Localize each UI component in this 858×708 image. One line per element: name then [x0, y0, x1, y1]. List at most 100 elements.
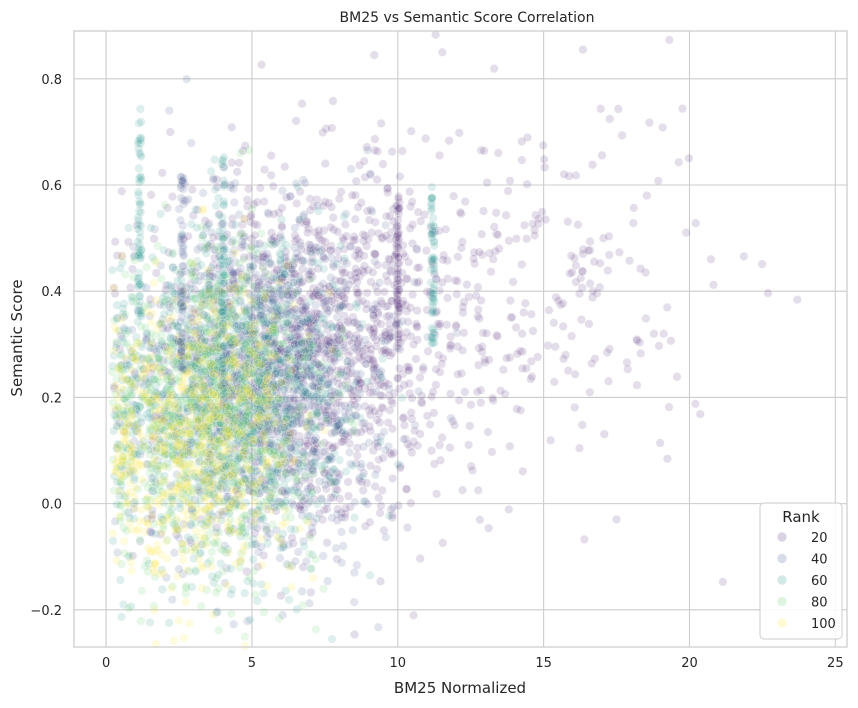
data-point	[520, 221, 528, 229]
data-point	[287, 382, 295, 390]
data-point	[411, 421, 419, 429]
data-point	[306, 533, 314, 541]
data-point	[454, 370, 462, 378]
data-point	[312, 422, 320, 430]
data-point	[469, 255, 477, 263]
data-point	[340, 212, 348, 220]
data-point	[479, 207, 487, 215]
data-point	[232, 313, 240, 321]
data-point	[603, 348, 611, 356]
data-point	[337, 528, 345, 536]
data-point	[245, 146, 253, 154]
data-point	[293, 199, 301, 207]
data-point	[598, 151, 606, 159]
data-point	[663, 303, 671, 311]
data-point	[145, 379, 153, 387]
data-point	[306, 195, 314, 203]
data-point	[187, 220, 195, 228]
data-point	[360, 497, 368, 505]
data-point	[163, 295, 171, 303]
data-point	[416, 554, 424, 562]
data-point	[363, 146, 371, 154]
data-point	[385, 385, 393, 393]
data-point	[307, 249, 315, 257]
data-point	[165, 619, 173, 627]
data-point	[228, 123, 236, 131]
data-point	[124, 224, 132, 232]
data-point	[315, 477, 323, 485]
data-point	[328, 514, 336, 522]
data-point	[340, 254, 348, 262]
data-point	[264, 209, 272, 217]
data-point	[296, 215, 304, 223]
data-point	[346, 403, 354, 411]
data-point	[126, 283, 134, 291]
data-point	[402, 485, 410, 493]
data-point	[314, 369, 322, 377]
data-point	[506, 177, 514, 185]
data-point	[121, 270, 129, 278]
data-point	[585, 320, 593, 328]
data-point	[338, 559, 346, 567]
data-point	[267, 171, 275, 179]
data-point	[633, 381, 641, 389]
data-point	[550, 378, 558, 386]
data-point	[408, 221, 416, 229]
data-point	[422, 246, 430, 254]
data-point	[623, 358, 631, 366]
data-point	[136, 105, 144, 113]
data-point	[368, 207, 376, 215]
data-point	[170, 549, 178, 557]
data-point	[315, 288, 323, 296]
data-point	[241, 589, 249, 597]
data-point	[247, 243, 255, 251]
data-point	[120, 549, 128, 557]
data-point	[472, 292, 480, 300]
data-point	[564, 367, 572, 375]
data-point	[518, 156, 526, 164]
data-point	[197, 533, 205, 541]
data-point	[604, 266, 612, 274]
data-point	[308, 487, 316, 495]
data-point	[269, 520, 277, 528]
data-point	[320, 265, 328, 273]
data-point	[490, 64, 498, 72]
data-point	[209, 610, 217, 618]
data-point	[290, 491, 298, 499]
data-point	[197, 602, 205, 610]
data-point	[316, 248, 324, 256]
data-point	[426, 420, 434, 428]
data-point	[359, 443, 367, 451]
data-point	[446, 390, 454, 398]
data-point	[454, 253, 462, 261]
data-point	[165, 281, 173, 289]
data-point	[147, 191, 155, 199]
data-point	[468, 466, 476, 474]
data-point	[435, 441, 443, 449]
data-point	[691, 400, 699, 408]
data-point	[414, 387, 422, 395]
data-point	[352, 274, 360, 282]
data-point	[478, 348, 486, 356]
data-point	[518, 330, 526, 338]
data-point	[413, 244, 421, 252]
data-point	[654, 177, 662, 185]
data-point	[230, 198, 238, 206]
data-point	[260, 608, 268, 616]
data-point	[461, 197, 469, 205]
data-point	[260, 197, 268, 205]
data-point	[329, 395, 337, 403]
data-point	[580, 535, 588, 543]
data-point	[559, 355, 567, 363]
data-point	[360, 157, 368, 165]
data-point	[520, 308, 528, 316]
data-point	[645, 118, 653, 126]
data-point	[197, 223, 205, 231]
data-point	[253, 221, 261, 229]
data-point	[659, 123, 667, 131]
data-point	[266, 240, 274, 248]
data-point	[344, 492, 352, 500]
data-point	[380, 288, 388, 296]
data-point	[371, 135, 379, 143]
